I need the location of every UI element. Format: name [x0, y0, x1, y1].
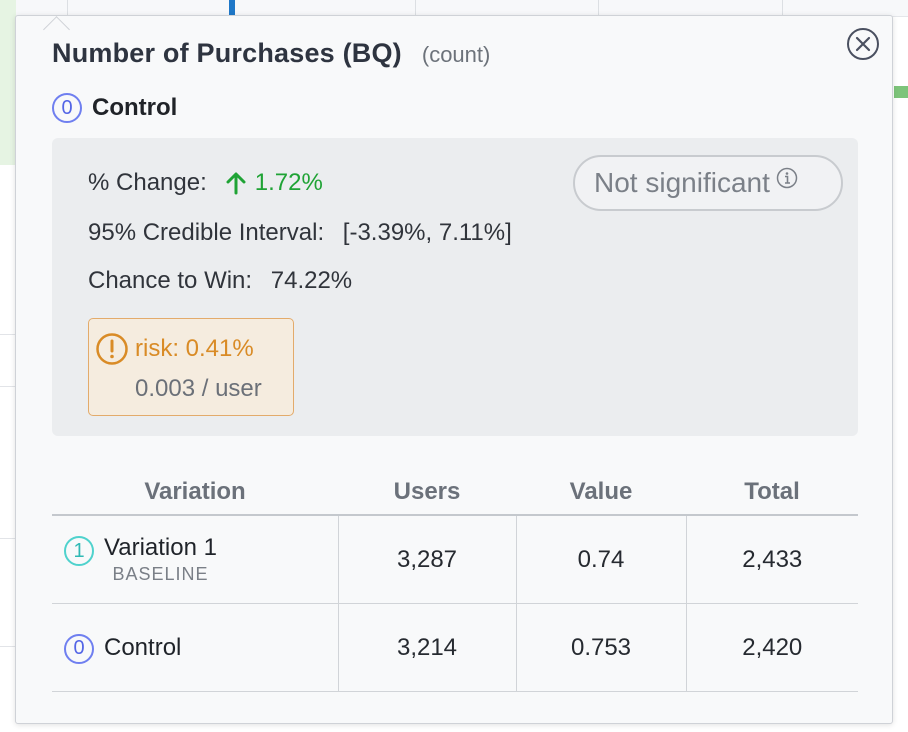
selected-variation: 0 Control — [52, 93, 177, 123]
credible-interval-row: 95% Credible Interval: [-3.39%, 7.11%] — [88, 219, 512, 247]
variation-name: Control — [92, 94, 178, 121]
chance-to-win-label: Chance to Win: — [88, 267, 253, 294]
background-grid-line — [67, 0, 68, 16]
credible-interval-label: 95% Credible Interval: — [88, 219, 325, 246]
close-icon[interactable] — [847, 28, 879, 60]
total-cell: 2,433 — [685, 515, 858, 604]
variation-cell: 0 Control — [52, 603, 338, 692]
background-row-line — [0, 386, 16, 387]
users-cell: 3,214 — [337, 603, 516, 692]
background-chart-marker — [229, 0, 235, 16]
stats-panel: % Change: 1.72% 95% Credible Interval: [… — [52, 138, 858, 436]
background-row-line — [0, 646, 16, 647]
value-cell: 0.753 — [515, 603, 686, 692]
arrow-up-icon — [226, 172, 246, 195]
total-cell: 2,420 — [685, 603, 858, 692]
users-cell: 3,287 — [337, 515, 516, 604]
value-cell: 0.74 — [515, 515, 686, 604]
metric-title: Number of Purchases (BQ) — [52, 38, 402, 68]
variation-badge: 0 — [64, 633, 94, 664]
risk-badge: risk: 0.41% 0.003 / user — [88, 318, 294, 416]
column-header-users: Users — [338, 470, 516, 516]
percent-change-value: 1.72% — [225, 169, 323, 197]
variation-name: Variation 1 — [104, 534, 217, 561]
risk-per-user: 0.003 / user — [135, 375, 262, 402]
background-grid-line — [782, 0, 783, 16]
background-chart-area — [0, 0, 16, 165]
variation-name: Control — [104, 633, 182, 661]
chance-to-win-row: Chance to Win: 74.22% — [88, 267, 352, 295]
column-header-total: Total — [686, 470, 858, 516]
table-header-row: Variation Users Value Total — [52, 470, 858, 516]
significance-badge[interactable]: Not significant — [573, 155, 843, 211]
tooltip-header: Number of Purchases (BQ) (count) — [52, 38, 490, 69]
background-chart-bar — [894, 86, 908, 98]
variation-cell: 1 Variation 1 BASELINE — [52, 515, 338, 604]
results-table: Variation Users Value Total 1 Variation … — [52, 470, 858, 692]
variation-badge: 1 — [64, 536, 94, 566]
background-grid-line — [598, 0, 599, 16]
background-row-line — [0, 538, 16, 539]
table-row: 0 Control 3,214 0.753 2,420 — [52, 603, 858, 692]
column-header-value: Value — [516, 470, 686, 516]
baseline-tag: BASELINE — [112, 564, 209, 584]
background-grid-line — [415, 0, 416, 16]
metric-tooltip: Number of Purchases (BQ) (count) 0 Contr… — [15, 15, 893, 724]
credible-interval-value: [-3.39%, 7.11%] — [342, 219, 512, 246]
chance-to-win-value: 74.22% — [270, 267, 353, 294]
metric-unit: (count) — [421, 42, 491, 67]
exclamation-circle-icon — [96, 333, 128, 365]
percent-change-label: % Change: — [88, 169, 207, 196]
table-row: 1 Variation 1 BASELINE 3,287 0.74 2,433 — [52, 515, 858, 604]
background-row-line — [0, 334, 16, 335]
column-header-variation: Variation — [52, 470, 338, 516]
risk-value: risk: 0.41% — [135, 335, 254, 362]
percent-change-row: % Change: 1.72% — [88, 169, 323, 197]
info-icon[interactable] — [776, 167, 798, 189]
percent-change-number: 1.72% — [254, 169, 323, 196]
variation-badge: 0 — [52, 93, 82, 123]
significance-label: Not significant — [594, 167, 770, 198]
